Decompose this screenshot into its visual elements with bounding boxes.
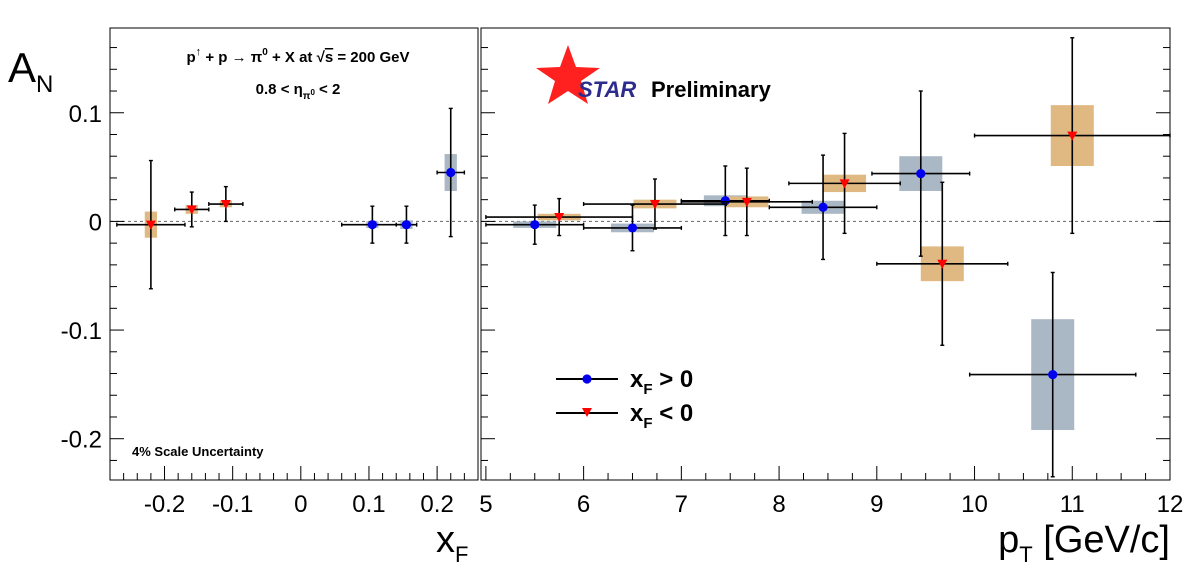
data-point-xf-pos — [530, 220, 540, 230]
y-tick-label: -0.1 — [61, 318, 102, 345]
pt-axes: 5 6 7 8 9 10 11 12 — [479, 47, 1184, 518]
x-tick-label: 6 — [577, 491, 590, 518]
x-tick-label: 12 — [1157, 491, 1184, 518]
y-tick-label: 0.1 — [69, 101, 102, 128]
xf-axes: -0.2 -0.1 0 0.1 0.2 0.1 0 -0.1 -0.2 — [61, 47, 479, 518]
pt-data — [485, 37, 1171, 478]
x-tick-label: -0.2 — [144, 491, 185, 518]
legend-marker-xf-pos — [582, 374, 592, 384]
scale-uncertainty-note: 4% Scale Uncertainty — [132, 444, 264, 459]
x-tick-label: 11 — [1060, 491, 1085, 518]
xf-panel-frame — [109, 27, 479, 481]
data-point-xf-neg — [839, 179, 850, 189]
data-point-xf-neg — [1067, 131, 1078, 141]
data-point-xf-neg — [554, 213, 565, 223]
legend-label-xf-neg: xF < 0 — [630, 400, 693, 432]
xf-panel: -0.2 -0.1 0 0.1 0.2 0.1 0 -0.1 -0.2 p↑ + p → π0 … — [61, 27, 479, 567]
data-point-xf-pos — [446, 167, 456, 178]
data-point-xf-neg — [937, 259, 948, 269]
preliminary-label: Preliminary — [651, 77, 772, 102]
legend: xF > 0 xF < 0 — [556, 366, 693, 432]
pt-axis-label: pT [GeV/c] — [998, 519, 1170, 567]
data-point-xf-pos — [1048, 370, 1058, 380]
x-tick-label: 0.2 — [420, 491, 453, 518]
y-tick-label: -0.2 — [61, 427, 102, 454]
pt-panel-frame — [480, 27, 1171, 481]
x-tick-label: 0 — [294, 491, 307, 518]
x-tick-label: -0.1 — [212, 491, 253, 518]
data-point-xf-pos — [401, 220, 412, 230]
xf-data — [116, 107, 466, 290]
x-tick-label: 7 — [675, 491, 688, 518]
legend-marker-xf-neg — [582, 408, 592, 417]
legend-label-xf-pos: xF > 0 — [630, 366, 693, 398]
data-point-xf-neg — [649, 200, 660, 210]
eta-range: 0.8 < ηπ0 < 2 — [256, 81, 341, 102]
x-tick-label: 5 — [479, 491, 492, 518]
data-point-xf-pos — [367, 220, 377, 230]
y-axis-label: AN — [8, 44, 53, 98]
x-tick-label: 9 — [870, 491, 883, 518]
data-point-xf-neg — [186, 205, 197, 215]
data-point-xf-neg — [220, 200, 231, 210]
pt-panel: 5 6 7 8 9 10 11 12 STAR Preliminary xF > 0 xF <… — [479, 27, 1184, 567]
y-tick-label: 0 — [89, 209, 102, 236]
x-tick-label: 8 — [772, 491, 785, 518]
x-tick-label: 0.1 — [352, 491, 385, 518]
star-logo-icon — [536, 45, 600, 104]
data-point-xf-pos — [916, 168, 926, 179]
data-point-xf-pos — [818, 202, 828, 212]
data-point-xf-neg — [145, 220, 156, 230]
xf-axis-label: xF — [436, 519, 468, 567]
star-wordmark: STAR — [578, 77, 636, 102]
data-point-xf-pos — [627, 223, 638, 233]
x-tick-label: 10 — [961, 491, 988, 518]
reaction-title: p↑ + p → π0 + X at √s = 200 GeV — [187, 46, 410, 66]
data-point-xf-pos — [720, 196, 730, 206]
data-point-xf-neg — [741, 197, 752, 207]
